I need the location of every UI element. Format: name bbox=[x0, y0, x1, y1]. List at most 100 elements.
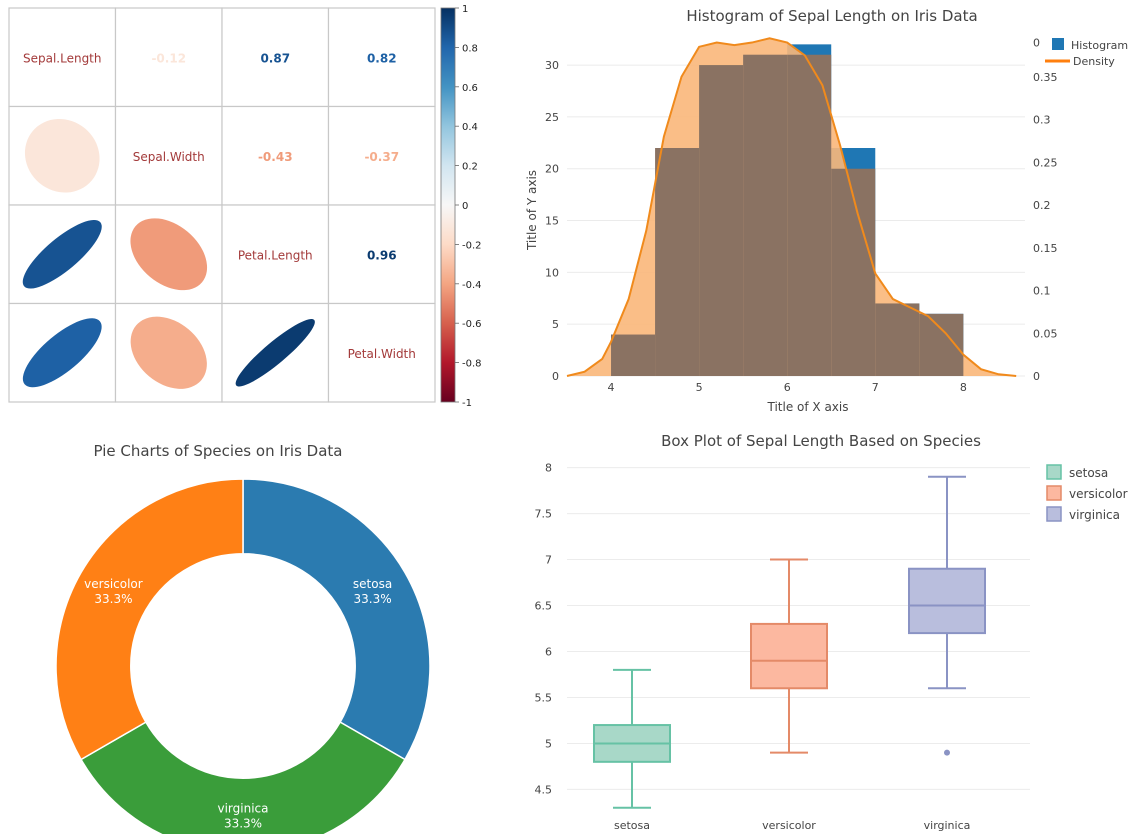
pie-slice-name: virginica bbox=[218, 802, 269, 816]
pie-slice-percent: 33.3% bbox=[353, 592, 391, 606]
y2-tick-label: 0.3 bbox=[1033, 114, 1051, 127]
y2-tick-label: 0 bbox=[1033, 37, 1040, 50]
corr-ellipse bbox=[24, 118, 100, 193]
box-versicolor[interactable] bbox=[750, 558, 828, 754]
histogram-chart: Histogram of Sepal Length on Iris Data 4… bbox=[525, 7, 1128, 414]
corr-variable-label: Sepal.Length bbox=[23, 51, 102, 65]
y-tick-label: 5 bbox=[552, 318, 559, 331]
colorbar bbox=[440, 7, 456, 403]
correlation-grid: Sepal.Length -0.12 0.87 0.82 Sepal.Width -0.4… bbox=[8, 7, 436, 403]
density-histogram-bar bbox=[831, 168, 876, 376]
y-tick-label: 10 bbox=[545, 266, 559, 279]
histogram-x-label: Title of X axis bbox=[767, 400, 849, 414]
colorbar-tick-label: 0 bbox=[462, 201, 468, 212]
corr-ellipse bbox=[22, 219, 102, 289]
y-tick-label: 8 bbox=[545, 462, 552, 475]
box-plot-legend[interactable]: setosa versicolor virginica bbox=[1046, 464, 1128, 522]
legend-swatch-histogram bbox=[1052, 38, 1064, 50]
box-iqr bbox=[750, 622, 828, 690]
density-histogram-bar bbox=[875, 303, 920, 376]
histogram-legend[interactable]: Histogram Density bbox=[1045, 38, 1128, 68]
y-tick-label: 20 bbox=[545, 163, 559, 176]
density-histogram-bar bbox=[611, 334, 656, 376]
corr-cell bbox=[327, 204, 436, 305]
colorbar-tick-label: -0.4 bbox=[462, 280, 482, 291]
pie-slice-versicolor[interactable] bbox=[55, 478, 244, 761]
histogram-x-ticks: 4 5 6 7 8 bbox=[608, 381, 967, 394]
density-histogram-bar bbox=[919, 313, 964, 376]
y-tick-label: 25 bbox=[545, 111, 559, 124]
legend-swatch-setosa bbox=[1046, 464, 1062, 480]
box-setosa[interactable] bbox=[593, 668, 671, 809]
colorbar-tick-label: 0.8 bbox=[462, 43, 478, 54]
colorbar-tick-label: -0.8 bbox=[462, 359, 482, 370]
corr-cell bbox=[327, 7, 436, 108]
x-tick-label: 8 bbox=[960, 381, 967, 394]
y2-tick-label: 0 bbox=[1033, 370, 1040, 383]
colorbar-tick-label: 1 bbox=[462, 4, 468, 15]
y2-tick-label: 0.35 bbox=[1033, 71, 1058, 84]
density-histogram-bar bbox=[655, 148, 700, 376]
corr-cell bbox=[114, 7, 223, 108]
corr-variable-label: Petal.Width bbox=[348, 347, 416, 361]
pie-slice-percent: 33.3% bbox=[94, 592, 132, 606]
colorbar-tick-label: -0.2 bbox=[462, 240, 482, 251]
colorbar-tick-label: -1 bbox=[462, 398, 472, 409]
y2-tick-label: 0.2 bbox=[1033, 199, 1051, 212]
y2-tick-label: 0.05 bbox=[1033, 327, 1058, 340]
density-histogram-bar bbox=[699, 65, 744, 376]
y2-tick-label: 0.25 bbox=[1033, 156, 1058, 169]
y-tick-label: 5.5 bbox=[535, 691, 553, 704]
histogram-y-ticks: 0 5 10 15 20 25 30 bbox=[545, 59, 559, 383]
colorbar-tick-label: 0.4 bbox=[462, 122, 478, 133]
pie-slice-name: setosa bbox=[353, 577, 392, 591]
y-tick-label: 30 bbox=[545, 59, 559, 72]
corr-cell bbox=[327, 105, 436, 206]
y-tick-label: 0 bbox=[552, 370, 559, 383]
correlation-plot: Sepal.Length -0.12 0.87 0.82 Sepal.Width -0.4… bbox=[8, 4, 482, 409]
corr-coefficient-label: 0.87 bbox=[260, 51, 290, 65]
legend-label-histogram: Histogram bbox=[1071, 39, 1128, 52]
density-histogram-bar bbox=[743, 54, 788, 377]
y-tick-label: 15 bbox=[545, 215, 559, 228]
pie-chart: Pie Charts of Species on Iris Data setos… bbox=[55, 442, 431, 834]
legend-label-setosa: setosa bbox=[1069, 466, 1108, 480]
y-tick-label: 6.5 bbox=[535, 600, 553, 613]
pie-title: Pie Charts of Species on Iris Data bbox=[93, 442, 342, 460]
y2-tick-label: 0.15 bbox=[1033, 242, 1058, 255]
outlier-point bbox=[944, 749, 950, 756]
pie-slice-virginica[interactable] bbox=[80, 721, 406, 834]
x-tick-label: 4 bbox=[608, 381, 615, 394]
box-plot-title: Box Plot of Sepal Length Based on Specie… bbox=[661, 432, 981, 450]
legend-label-virginica: virginica bbox=[1069, 508, 1120, 522]
legend-label-density: Density bbox=[1073, 55, 1115, 68]
corr-variable-label: Petal.Length bbox=[238, 248, 313, 262]
y-tick-label: 7 bbox=[545, 554, 552, 567]
x-tick-label: setosa bbox=[614, 819, 650, 832]
box-plot-chart: Box Plot of Sepal Length Based on Specie… bbox=[535, 432, 1128, 832]
histogram-y-label: Title of Y axis bbox=[525, 170, 539, 251]
corr-coefficient-label: 0.82 bbox=[367, 51, 397, 65]
box-iqr bbox=[908, 567, 986, 635]
colorbar-tick-label: 0.6 bbox=[462, 83, 478, 94]
corr-ellipse bbox=[130, 316, 207, 389]
y-tick-label: 6 bbox=[545, 645, 552, 658]
corr-coefficient-label: -0.12 bbox=[151, 51, 186, 65]
corr-variable-label: Sepal.Width bbox=[133, 150, 205, 164]
legend-swatch-versicolor bbox=[1046, 485, 1062, 501]
colorbar-ticks: 1 0.8 0.6 0.4 0.2 0 -0.2 -0.4 -0.6 -0.8 -1 bbox=[455, 4, 482, 409]
corr-ellipse bbox=[22, 318, 102, 388]
box-virginica[interactable] bbox=[908, 475, 986, 756]
legend-swatch-virginica bbox=[1046, 506, 1062, 522]
pie-slice-percent: 33.3% bbox=[224, 817, 262, 831]
x-tick-label: 5 bbox=[696, 381, 703, 394]
corr-coefficient-label: -0.43 bbox=[258, 150, 293, 164]
pie-slices bbox=[55, 478, 431, 834]
histogram-title: Histogram of Sepal Length on Iris Data bbox=[686, 7, 977, 25]
y-tick-label: 4.5 bbox=[535, 783, 553, 796]
corr-coefficient-label: 0.96 bbox=[367, 248, 397, 262]
pie-slice-setosa[interactable] bbox=[242, 478, 431, 761]
corr-ellipse bbox=[130, 218, 208, 291]
x-tick-label: 7 bbox=[872, 381, 879, 394]
